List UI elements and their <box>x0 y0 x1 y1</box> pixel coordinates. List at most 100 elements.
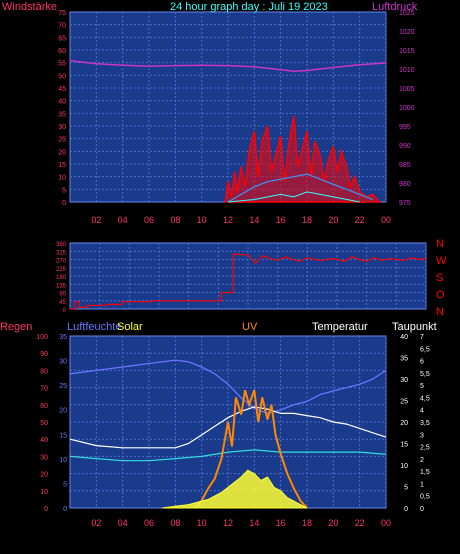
pressure-tick-label: 980 <box>399 181 411 188</box>
direction-tick-label: 360 <box>56 242 67 248</box>
percent-tick-label: 10 <box>40 489 48 496</box>
x-tick-label: 02 <box>91 518 101 528</box>
x-tick-label: 08 <box>170 215 180 225</box>
chart-title: 24 hour graph day : Juli 19 2023 <box>170 1 328 13</box>
x-tick-label: 16 <box>276 215 286 225</box>
pressure-tick-label: 1010 <box>399 67 415 74</box>
uv-tick-label: 1,5 <box>420 469 430 476</box>
pressure-tick-label: 995 <box>399 124 411 131</box>
legend-item: Solar <box>117 321 143 333</box>
uv-tick-label: 4 <box>420 408 424 415</box>
humidity-tick-label: 30 <box>59 359 67 366</box>
percent-tick-label: 50 <box>40 420 48 427</box>
percent-tick-label: 70 <box>40 386 48 393</box>
x-tick-label: 10 <box>197 518 207 528</box>
legend-item: Regen <box>0 321 32 333</box>
x-tick-label: 02 <box>91 215 101 225</box>
uv-tick-label: 6,5 <box>420 346 430 353</box>
wind-tick-label: 0 <box>62 200 66 207</box>
wind-tick-label: 60 <box>58 48 66 55</box>
x-tick-label: 06 <box>144 215 154 225</box>
direction-tick-label: 135 <box>56 283 67 289</box>
humidity-tick-label: 10 <box>59 457 67 464</box>
wind-direction-line <box>70 253 427 310</box>
compass-label: N <box>436 306 444 318</box>
wind-tick-label: 50 <box>58 73 66 80</box>
compass-label: O <box>436 289 445 301</box>
wind-tick-label: 5 <box>62 187 66 194</box>
wind-tick-label: 75 <box>58 10 66 17</box>
uv-tick-label: 3 <box>420 432 424 439</box>
humidity-tick-label: 20 <box>59 408 67 415</box>
x-tick-label: 10 <box>197 215 207 225</box>
x-tick-label: 22 <box>355 215 365 225</box>
wind-tick-label: 35 <box>58 111 66 118</box>
x-tick-label: 18 <box>302 518 312 528</box>
uv-tick-label: 5 <box>420 383 424 390</box>
uv-line <box>194 389 308 509</box>
x-tick-label: 12 <box>223 518 233 528</box>
pressure-tick-label: 1025 <box>399 10 415 17</box>
pressure-tick-label: 990 <box>399 143 411 150</box>
legend-item: Taupunkt <box>392 321 437 333</box>
wind-tick-label: 25 <box>58 137 66 144</box>
direction-tick-label: 315 <box>56 250 67 256</box>
x-tick-label: 12 <box>223 215 233 225</box>
x-tick-label: 08 <box>170 518 180 528</box>
direction-tick-label: 225 <box>56 267 67 273</box>
wind-min-line <box>227 191 360 203</box>
pressure-tick-label: 985 <box>399 162 411 169</box>
percent-tick-label: 80 <box>40 368 48 375</box>
uv-tick-label: 6 <box>420 359 424 366</box>
percent-tick-label: 30 <box>40 454 48 461</box>
x-tick-label: 04 <box>118 518 128 528</box>
dewpoint-line <box>69 449 387 462</box>
x-tick-label: 16 <box>276 518 286 528</box>
humidity-tick-label: 25 <box>59 383 67 390</box>
temperature-tick-label: 30 <box>400 377 408 384</box>
wind-gust-line <box>224 115 382 203</box>
temperature-line <box>69 406 387 449</box>
x-tick-label: 20 <box>328 518 338 528</box>
temperature-tick-label: 20 <box>400 420 408 427</box>
wind-tick-label: 20 <box>58 149 66 156</box>
percent-tick-label: 90 <box>40 351 48 358</box>
wind-tick-label: 45 <box>58 86 66 93</box>
percent-tick-label: 100 <box>36 334 48 341</box>
compass-label: S <box>436 272 443 284</box>
percent-tick-label: 20 <box>40 472 48 479</box>
percent-tick-label: 60 <box>40 403 48 410</box>
pressure-tick-label: 1000 <box>399 105 415 112</box>
x-tick-label: 00 <box>381 518 391 528</box>
wind-tick-label: 15 <box>58 162 66 169</box>
compass-label: W <box>436 255 447 267</box>
pressure-tick-label: 1015 <box>399 48 415 55</box>
x-tick-label: 04 <box>118 215 128 225</box>
wind-tick-label: 65 <box>58 35 66 42</box>
wind-tick-label: 55 <box>58 61 66 68</box>
direction-tick-label: 0 <box>63 308 67 314</box>
uv-tick-label: 2,5 <box>420 445 430 452</box>
wind-average-line <box>227 173 374 203</box>
pressure-tick-label: 975 <box>399 200 411 207</box>
temperature-tick-label: 15 <box>400 442 408 449</box>
uv-tick-label: 7 <box>420 334 424 341</box>
pressure-line <box>69 59 387 73</box>
solar-area <box>162 469 308 509</box>
compass-label: N <box>436 238 444 250</box>
uv-tick-label: 1 <box>420 481 424 488</box>
humidity-line <box>69 359 387 415</box>
wind-tick-label: 40 <box>58 99 66 106</box>
x-tick-label: 22 <box>355 518 365 528</box>
wind-tick-label: 70 <box>58 23 66 30</box>
humidity-tick-label: 5 <box>63 481 67 488</box>
pressure-tick-label: 1005 <box>399 86 415 93</box>
uv-tick-label: 2 <box>420 457 424 464</box>
uv-tick-label: 0,5 <box>420 494 430 501</box>
temperature-tick-label: 0 <box>404 506 408 513</box>
wind-tick-label: 10 <box>58 175 66 182</box>
uv-tick-label: 5,5 <box>420 371 430 378</box>
x-tick-label: 06 <box>144 518 154 528</box>
direction-tick-label: 270 <box>56 259 67 265</box>
